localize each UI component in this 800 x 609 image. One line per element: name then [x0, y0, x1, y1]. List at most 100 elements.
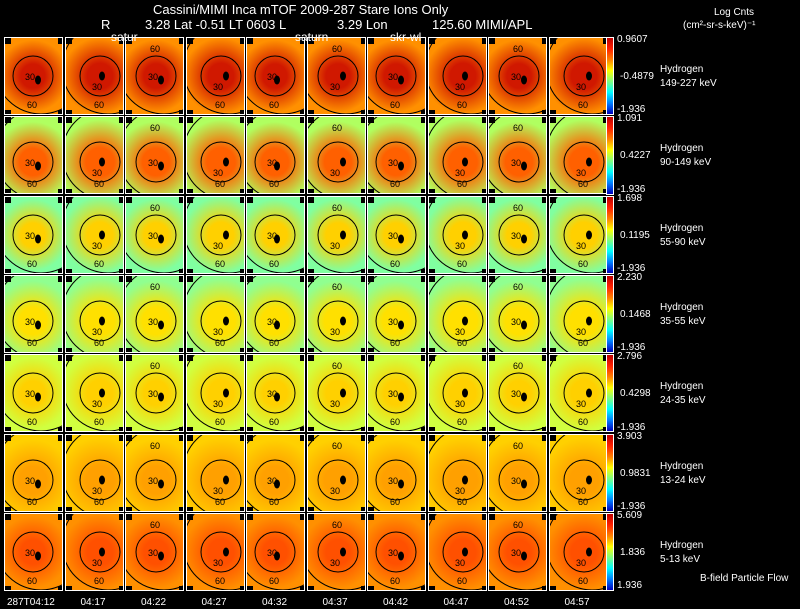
contour-label-60: 60	[390, 338, 400, 348]
saturn-icon	[98, 547, 105, 557]
panel-overlay: 30 60	[549, 38, 607, 114]
contour-label-30: 30	[213, 82, 223, 92]
panel-overlay: 30 60	[307, 513, 365, 590]
saturn-icon	[339, 475, 346, 484]
saturn-icon	[274, 479, 280, 488]
panel-overlay: 30 60	[307, 355, 365, 432]
saturn-icon	[98, 157, 105, 167]
time-tick-label: 287T04:12	[7, 597, 55, 608]
contour-label-30: 30	[576, 486, 586, 496]
contour-label-60: 60	[332, 203, 342, 213]
saturn-icon	[98, 475, 105, 484]
units-sublabel: (cm²-sr-s-keV)⁻¹	[683, 20, 756, 31]
contour-30	[254, 141, 296, 183]
contour-label-60: 60	[332, 123, 342, 133]
overlay-label-skr: skr-wl	[390, 30, 422, 44]
contour-30	[254, 459, 296, 500]
contour-30	[563, 300, 604, 342]
contour-30	[254, 531, 296, 573]
colorbar-min: -1.936	[617, 104, 646, 116]
panel-overlay: 30 60	[489, 38, 546, 114]
image-panel: 30 60	[306, 433, 366, 512]
contour-label-30: 30	[576, 399, 586, 409]
contour-label-60: 60	[457, 497, 467, 507]
panel-overlay: 30 60	[247, 275, 304, 352]
contour-label-60: 60	[269, 259, 279, 269]
image-panel: 30 60	[427, 116, 487, 195]
image-panel: 30 60	[427, 354, 487, 433]
panel-overlay: 30 60	[549, 355, 607, 432]
contour-label-30: 30	[455, 82, 465, 92]
colorbar	[606, 512, 614, 592]
contour-30	[375, 300, 417, 342]
image-panel: 30 60	[185, 274, 245, 353]
saturn-icon	[274, 161, 280, 171]
contour-label-30: 30	[25, 72, 35, 82]
time-tick-label: 04:32	[262, 597, 288, 608]
panel-overlay: 30 60	[368, 513, 425, 590]
contour-label-60: 60	[215, 259, 225, 269]
image-panel: 30 60	[185, 433, 245, 512]
colorbar-mid: 0.4298	[620, 388, 651, 400]
contour-30	[79, 459, 120, 500]
image-panel: 30 60	[427, 512, 487, 591]
saturn-icon	[398, 551, 404, 561]
image-panel: 30 60	[548, 354, 608, 433]
contour-label-30: 30	[455, 558, 465, 568]
saturn-icon	[222, 475, 229, 484]
contour-label-60: 60	[94, 100, 104, 110]
contour-label-30: 30	[576, 168, 586, 178]
panel-overlay: 30 60	[489, 117, 546, 194]
saturn-icon	[461, 230, 468, 240]
contour-label-60: 60	[269, 100, 279, 110]
contour-label-60: 60	[27, 179, 37, 189]
image-panel: 30 60	[125, 116, 184, 195]
time-tick-label: 04:27	[201, 597, 227, 608]
contour-label-30: 30	[576, 558, 586, 568]
colorbar	[606, 37, 614, 116]
contour-30	[442, 459, 483, 500]
contour-30	[135, 531, 177, 573]
contour-label-60: 60	[513, 123, 523, 133]
panel-overlay: 30 60	[549, 513, 607, 590]
saturn-icon	[35, 320, 41, 330]
contour-label-60: 60	[27, 259, 37, 269]
panel-overlay: 30 60	[65, 275, 123, 352]
contour-30	[12, 214, 54, 256]
saturn-icon	[274, 320, 280, 330]
contour-label-30: 30	[455, 327, 465, 337]
contour-label-30: 30	[25, 548, 35, 558]
contour-label-30: 30	[92, 168, 102, 178]
image-panel: 30 60	[548, 37, 608, 115]
image-panel: 30 60	[246, 116, 305, 195]
saturn-icon	[339, 547, 346, 557]
image-panel: 30 60	[64, 195, 124, 274]
contour-label-60: 60	[390, 576, 400, 586]
panel-overlay: 30 60	[186, 355, 244, 432]
colorbar-max: 3.903	[617, 430, 643, 442]
panel-overlay: 30 60	[368, 275, 425, 352]
saturn-icon	[398, 479, 404, 488]
species-label: Hydrogen	[660, 460, 704, 472]
contour-label-30: 30	[388, 158, 398, 168]
saturn-icon	[461, 475, 468, 484]
contour-label-30: 30	[148, 72, 158, 82]
contour-label-30: 30	[330, 82, 340, 92]
contour-label-60: 60	[332, 44, 342, 54]
panel-overlay: 30 60	[307, 117, 365, 194]
contour-label-30: 30	[92, 558, 102, 568]
contour-30	[317, 214, 358, 256]
contour-label-30: 30	[576, 82, 586, 92]
saturn-icon	[35, 75, 41, 85]
contour-label-60: 60	[513, 361, 523, 371]
contour-30	[12, 531, 54, 573]
colorbar-min: -1.936	[617, 183, 646, 195]
time-tick-label: 04:52	[504, 597, 530, 608]
contour-label-60: 60	[578, 576, 588, 586]
image-panel: 30 60	[64, 512, 124, 591]
contour-label-30: 30	[388, 389, 398, 399]
contour-label-60: 60	[578, 417, 588, 427]
contour-30	[200, 141, 241, 183]
contour-label-30: 30	[25, 158, 35, 168]
saturn-icon	[585, 157, 592, 167]
